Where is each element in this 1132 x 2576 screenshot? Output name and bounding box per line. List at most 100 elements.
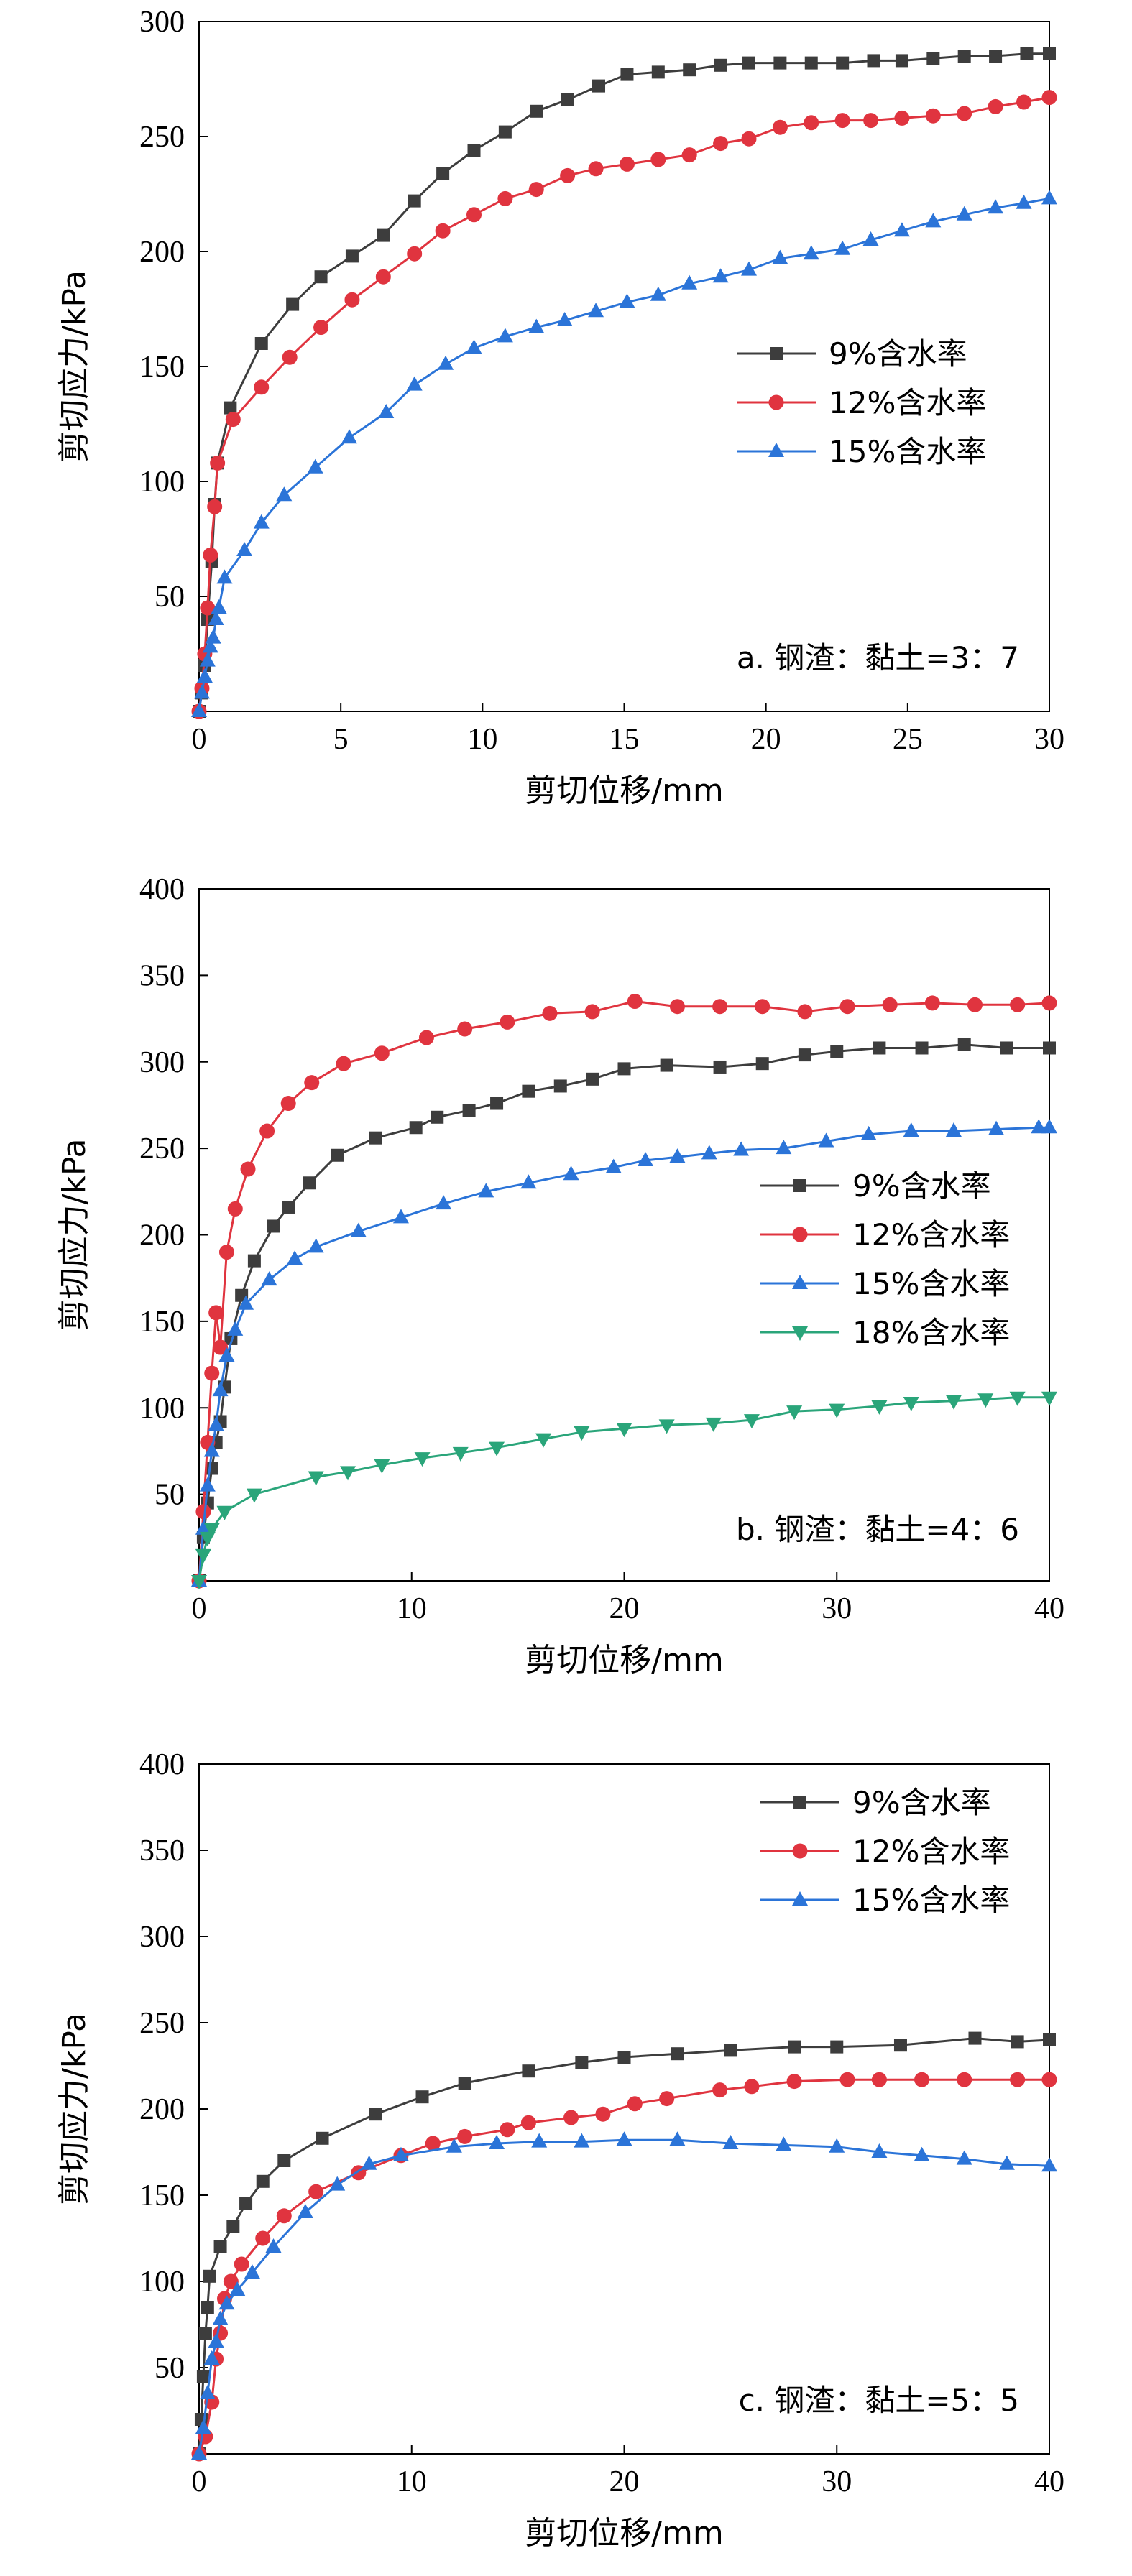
y-tick-label: 150 <box>139 2179 185 2212</box>
data-point <box>834 240 851 255</box>
data-point <box>776 2136 792 2151</box>
data-point <box>669 999 685 1015</box>
data-point <box>520 2115 536 2130</box>
data-point <box>207 499 223 514</box>
data-point <box>713 1060 727 1074</box>
legend-marker <box>768 394 784 410</box>
data-point <box>308 1238 324 1253</box>
data-point <box>392 1209 409 1224</box>
data-point <box>361 2155 377 2170</box>
data-point <box>834 113 850 129</box>
y-tick-label: 150 <box>139 1306 185 1339</box>
data-point <box>213 2240 227 2253</box>
data-point <box>223 2273 239 2289</box>
legend-label: 12%含水率 <box>852 1217 1010 1252</box>
data-point <box>650 286 666 301</box>
data-point <box>418 1030 434 1045</box>
data-point <box>744 2079 760 2095</box>
data-point <box>246 1488 262 1503</box>
data-point <box>836 56 850 70</box>
data-point <box>256 2174 270 2188</box>
data-point <box>304 1075 320 1091</box>
data-point <box>804 56 818 70</box>
data-point <box>446 2138 462 2153</box>
legend-label: 12%含水率 <box>829 385 986 420</box>
chart-svg-a: 0 5 10 15 20 25 30 50 100 150 200 250 300 剪切位移/mm 剪切应力… <box>56 6 1064 809</box>
data-point <box>313 320 329 336</box>
data-point <box>1010 997 1026 1012</box>
data-point <box>202 638 218 653</box>
data-point <box>205 629 221 644</box>
data-point <box>553 1079 567 1093</box>
data-point <box>755 999 770 1015</box>
data-point <box>331 1148 344 1162</box>
data-point <box>466 339 482 354</box>
data-point <box>1000 1041 1013 1055</box>
legend-marker <box>793 1796 806 1809</box>
data-point <box>530 104 543 118</box>
legend-label: 9%含水率 <box>829 336 967 371</box>
y-axis-label: 剪切应力/kPa <box>56 270 93 463</box>
x-tick-label: 0 <box>192 723 207 756</box>
series-15pct <box>191 1119 1057 1587</box>
data-point <box>627 2096 643 2112</box>
data-point <box>772 119 788 135</box>
data-point <box>914 2146 930 2161</box>
data-point <box>227 1201 243 1217</box>
legend-marker <box>792 1843 808 1859</box>
chart-panel-b: 0 10 20 30 40 50 100 150 200 250 300 350 400 剪切位移/mm 剪… <box>0 859 1132 1717</box>
data-point <box>926 52 940 65</box>
data-point <box>561 93 574 106</box>
chart-panel-a: 0 5 10 15 20 25 30 50 100 150 200 250 300 剪切位移/mm 剪切应力… <box>0 0 1132 859</box>
legend-marker <box>768 443 784 457</box>
data-point <box>556 312 573 326</box>
data-point <box>989 50 1003 63</box>
data-point <box>307 458 323 474</box>
data-point <box>254 337 268 350</box>
data-point <box>669 1148 686 1163</box>
data-point <box>882 997 898 1012</box>
data-point <box>1041 1119 1057 1134</box>
legend-marker <box>792 1891 808 1906</box>
data-point <box>203 2350 220 2365</box>
data-point <box>659 2091 675 2107</box>
data-point <box>1009 1391 1026 1406</box>
data-point <box>436 1195 452 1210</box>
data-point <box>191 1575 207 1589</box>
data-point <box>1043 47 1056 60</box>
data-point <box>236 542 253 556</box>
data-point <box>956 2150 972 2165</box>
legend-item: 18%含水率 <box>760 1315 1010 1350</box>
data-point <box>490 1097 504 1110</box>
y-tick-label: 50 <box>155 581 185 614</box>
data-point <box>200 600 216 616</box>
data-point <box>196 2370 210 2383</box>
data-point <box>772 249 788 264</box>
data-point <box>925 108 941 124</box>
data-point <box>438 355 454 370</box>
data-point <box>620 68 634 81</box>
data-point <box>650 152 666 167</box>
data-point <box>617 1062 631 1076</box>
data-point <box>216 569 233 584</box>
legend: 9%含水率 12%含水率 15%含水率 <box>760 1785 1010 1918</box>
data-point <box>466 207 482 223</box>
data-point <box>755 1057 769 1071</box>
data-point <box>415 2090 429 2104</box>
data-point <box>308 1471 324 1486</box>
data-point <box>408 194 421 208</box>
chart-svg-b: 0 10 20 30 40 50 100 150 200 250 300 350 400 剪切位移/mm 剪… <box>56 873 1064 1679</box>
y-tick-label: 100 <box>139 466 185 499</box>
data-point <box>535 1433 552 1448</box>
data-point <box>863 113 879 129</box>
data-point <box>478 1183 494 1198</box>
x-tick-label: 0 <box>192 1592 207 1625</box>
data-point <box>255 2230 271 2246</box>
data-point <box>201 2301 214 2314</box>
data-point <box>265 2238 282 2253</box>
y-tick-label: 200 <box>139 2093 185 2126</box>
data-point <box>213 1339 229 1355</box>
data-point <box>977 1393 994 1408</box>
data-point <box>198 2327 212 2340</box>
data-point <box>287 1250 303 1265</box>
